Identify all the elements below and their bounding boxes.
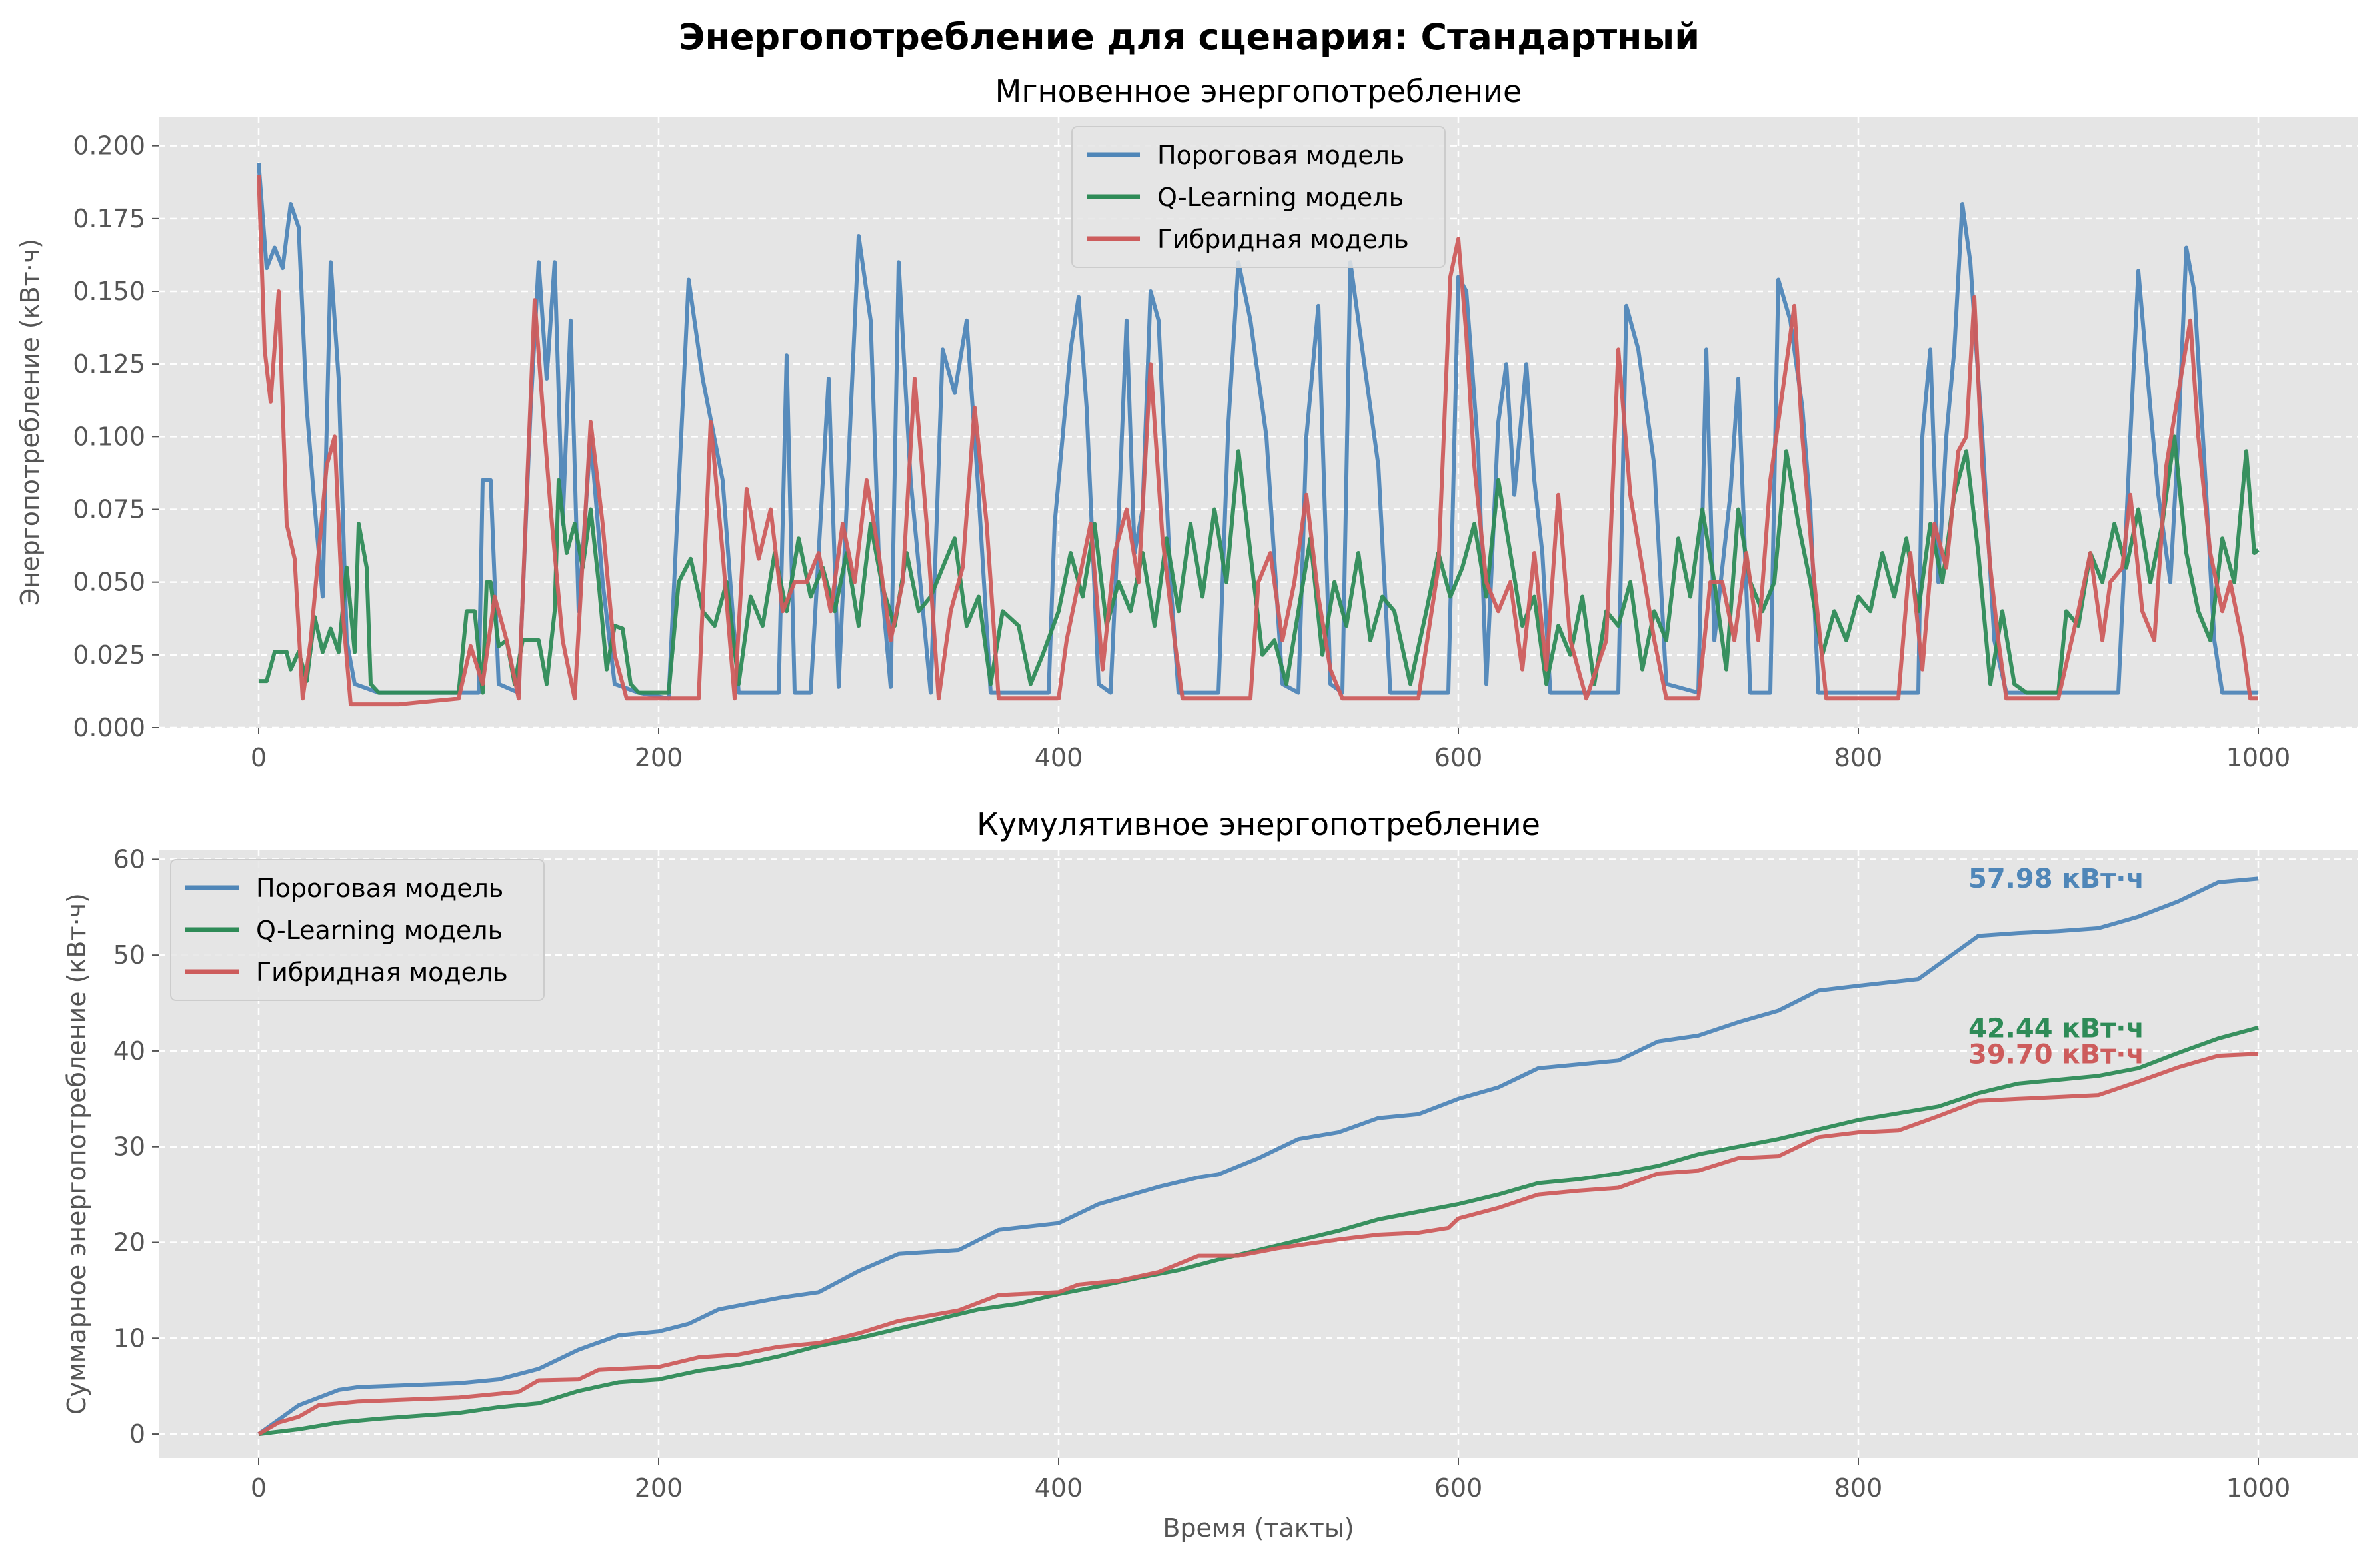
series-group	[257, 163, 2260, 707]
y-tick-label: 0.000	[73, 713, 145, 742]
x-tick-label: 0	[251, 1473, 267, 1503]
y-tick-label: 0.100	[73, 422, 145, 451]
total-annotation: 57.98 кВт·ч	[1968, 864, 2144, 894]
y-tick-label: 0.150	[73, 277, 145, 306]
y-tick-label: 0.050	[73, 568, 145, 597]
x-tick-label: 0	[251, 743, 267, 772]
legend-entry: Q-Learning модель	[256, 916, 503, 945]
x-tick-label: 1000	[2226, 1473, 2291, 1503]
y-tick-label: 0.125	[73, 349, 145, 379]
x-axis-ticks: 0 200 400 600 800 1000	[251, 728, 2290, 772]
legend-entry: Q-Learning модель	[1157, 183, 1404, 212]
y-tick-label: 60	[113, 844, 145, 874]
x-tick-label: 1000	[2226, 743, 2291, 772]
series-group	[257, 876, 2259, 1437]
legend-box	[1071, 126, 1446, 268]
y-tick-label: 40	[113, 1036, 145, 1066]
series-line	[257, 876, 2259, 1436]
total-annotation: 39.70 кВт·ч	[1968, 1039, 2144, 1070]
y-axis-ticks: 0.000 0.025 0.050 0.075 0.100 0.125 0.150 0.175…	[73, 131, 159, 742]
annotations: 57.98 кВт·ч 42.44 кВт·ч39.70 кВт·ч	[1968, 864, 2144, 1070]
legend-box	[170, 859, 545, 1001]
legend: Пороговая модель Q-Learning модель Гибридн…	[1071, 126, 1446, 268]
series-line	[257, 175, 2258, 707]
y-tick-label: 10	[113, 1323, 145, 1353]
instant-consumption-panel: 0 200 400 600 800 1000 0.0000.0250.0500.0750.…	[15, 73, 2358, 772]
series-line	[258, 1026, 2259, 1437]
legend-entry: Пороговая модель	[256, 874, 503, 903]
x-tick-label: 200	[635, 1473, 683, 1503]
y-tick-label: 0.200	[73, 131, 145, 161]
y-axis-label: Энергопотребление (кВт·ч)	[15, 239, 45, 606]
chart-title: Мгновенное энергопотребление	[995, 73, 1522, 109]
x-tick-label: 400	[1035, 743, 1083, 772]
y-tick-label: 0.025	[73, 640, 145, 670]
y-tick-label: 0.075	[73, 495, 145, 524]
series-line	[257, 1052, 2259, 1436]
x-tick-label: 400	[1035, 1473, 1083, 1503]
legend-entry: Гибридная модель	[1157, 225, 1409, 254]
x-axis-ticks: 0 200 400 600 800 1000	[251, 1458, 2290, 1503]
y-tick-label: 50	[113, 940, 145, 970]
x-axis-label: Время (такты)	[1163, 1513, 1354, 1543]
legend-entry: Пороговая модель	[1157, 141, 1404, 170]
legend-entry: Гибридная модель	[256, 958, 508, 987]
x-tick-label: 200	[635, 743, 683, 772]
cumulative-consumption-panel: 57.98 кВт·ч42.44 кВт·ч39.70 кВт·ч 0 200 40…	[62, 806, 2358, 1543]
y-tick-label: 30	[113, 1132, 145, 1162]
y-tick-label: 0.175	[73, 204, 145, 233]
figure-title: Энергопотребление для сценария: Стандарт…	[679, 16, 1700, 58]
series-line	[259, 434, 2260, 695]
y-tick-label: 0	[129, 1419, 145, 1449]
y-axis-label: Суммарное энергопотребление (кВт·ч)	[62, 893, 91, 1415]
total-annotation: 42.44 кВт·ч	[1968, 1013, 2144, 1044]
y-axis-ticks: 0 10 20 30 40 50 60	[113, 844, 159, 1449]
x-tick-label: 800	[1834, 743, 1883, 772]
x-tick-label: 800	[1834, 1473, 1883, 1503]
x-tick-label: 600	[1434, 1473, 1483, 1503]
legend: Пороговая модель Q-Learning модель Гибридн…	[170, 859, 545, 1001]
x-tick-label: 600	[1434, 743, 1483, 772]
y-tick-label: 20	[113, 1227, 145, 1257]
chart-title: Кумулятивное энергопотребление	[977, 806, 1540, 842]
